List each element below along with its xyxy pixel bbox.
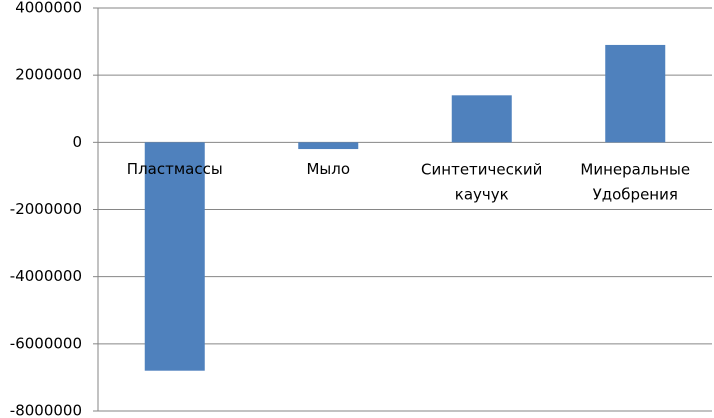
y-tick-label: -4000000 bbox=[10, 267, 82, 285]
x-tick-label: Синтетический каучук bbox=[421, 160, 542, 203]
y-tick-label: 4000000 bbox=[15, 0, 82, 17]
y-tick-label: -6000000 bbox=[10, 334, 82, 352]
bar bbox=[144, 142, 205, 371]
bar bbox=[605, 44, 666, 143]
x-tick-label: Минеральные Удобрения bbox=[580, 160, 690, 203]
y-tick-label: -8000000 bbox=[10, 402, 82, 418]
x-tick-label: Пластмассы bbox=[127, 160, 223, 178]
y-tick-label: 0 bbox=[72, 133, 82, 151]
bar bbox=[298, 142, 359, 150]
y-tick-label: -2000000 bbox=[10, 200, 82, 218]
y-tick-label: 2000000 bbox=[15, 66, 82, 84]
bar bbox=[451, 95, 512, 143]
x-tick-label: Мыло bbox=[306, 160, 350, 178]
